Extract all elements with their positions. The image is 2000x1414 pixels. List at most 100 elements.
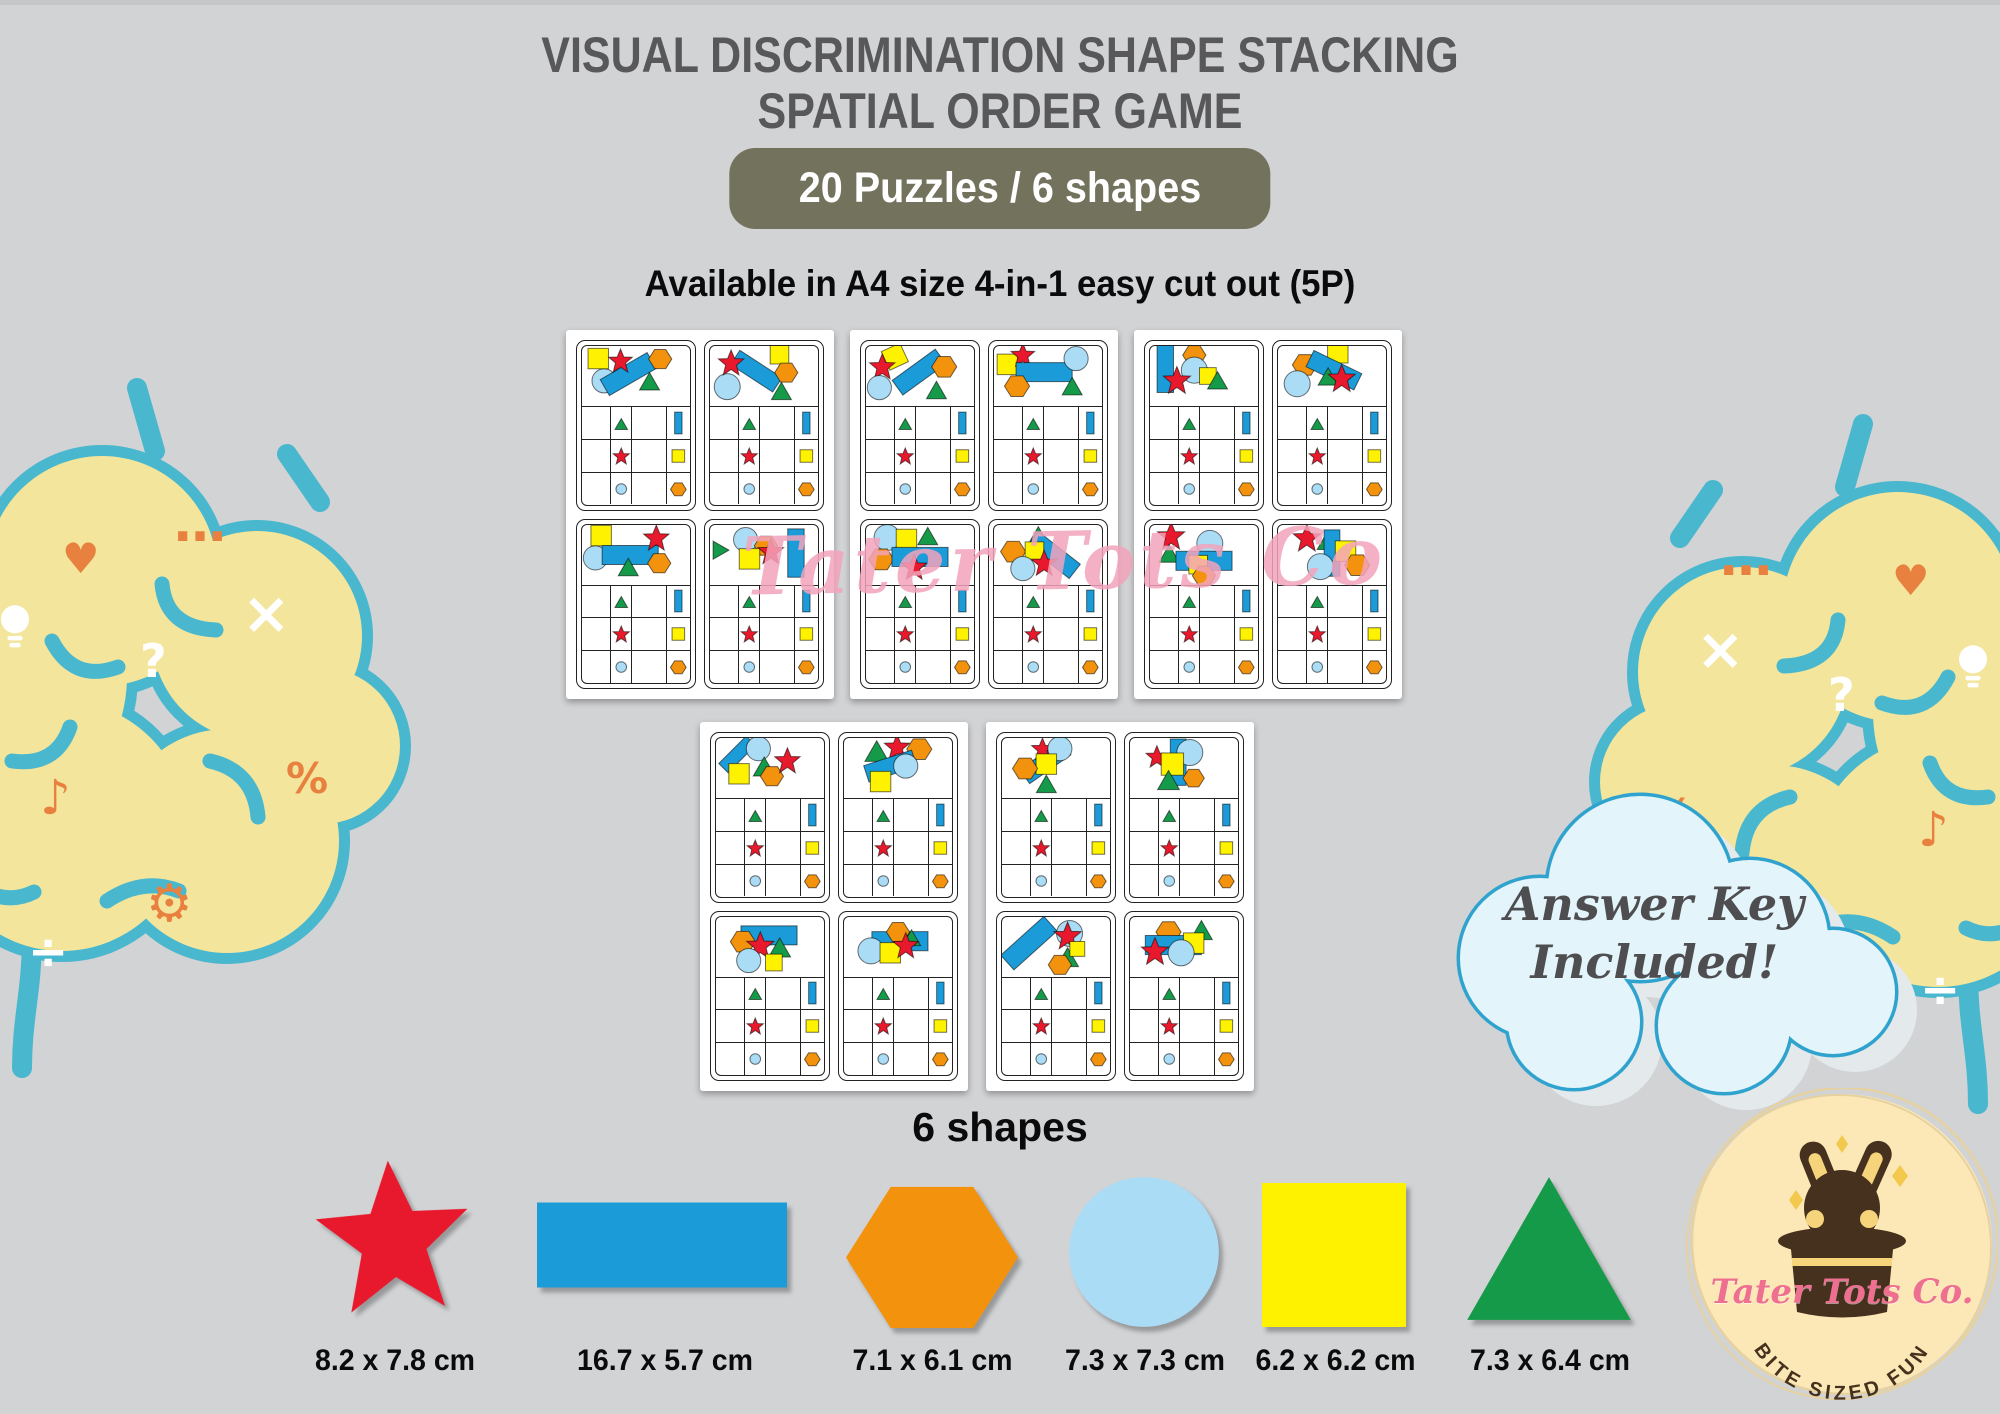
hexagon-icon: [1215, 869, 1238, 893]
grid-cell-triangle: [1157, 799, 1180, 831]
grid-cell-square: [950, 439, 974, 472]
grid-cell-empty: [1199, 651, 1234, 683]
grid-cell-empty: [1327, 618, 1362, 651]
grid-cell-empty: [582, 407, 610, 439]
grid-row: [1150, 617, 1258, 651]
vrect-icon: [1079, 589, 1102, 613]
circle-icon: [895, 477, 916, 501]
grid-row: [1002, 799, 1110, 831]
a4-puzzle-sheet: [1134, 330, 1402, 699]
grid-cell-empty: [844, 1043, 872, 1075]
grid-cell-vrect: [1234, 585, 1258, 618]
spatial-order-grid: [716, 799, 824, 897]
shape-stack-scene: [1278, 346, 1386, 407]
puzzle-card: [576, 518, 696, 689]
grid-cell-hexagon: [928, 864, 952, 897]
grid-cell-empty: [1150, 651, 1178, 683]
grid-cell-hexagon: [1234, 472, 1258, 505]
spatial-order-grid: [866, 407, 974, 505]
grid-cell-empty: [759, 472, 794, 505]
grid-cell-circle: [893, 472, 916, 505]
puzzle-card-frame: [1277, 523, 1387, 684]
star-icon: [1307, 444, 1328, 468]
grid-cell-empty: [582, 651, 610, 683]
grid-cell-square: [666, 439, 690, 472]
grid-cell-star: [743, 831, 766, 864]
triangle-icon: [1031, 981, 1052, 1005]
square-icon: [1087, 1014, 1110, 1038]
circle-icon: [739, 477, 760, 501]
grid-cell-empty: [1278, 651, 1306, 683]
puzzle-card: [1124, 732, 1244, 903]
spatial-order-grid: [582, 407, 690, 505]
shape-stack-scene: [582, 525, 690, 586]
grid-cell-hexagon: [1362, 651, 1386, 683]
grid-cell-circle: [609, 651, 632, 683]
circle-icon: [1159, 869, 1180, 893]
puzzle-card: [1124, 910, 1244, 1081]
puzzle-card-frame: [843, 737, 953, 898]
hexagon-icon: [1215, 1047, 1238, 1071]
puzzle-card-frame: [715, 915, 825, 1076]
vrect-icon: [667, 411, 690, 435]
grid-cell-star: [1157, 831, 1180, 864]
grid-cell-circle: [1305, 651, 1328, 683]
grid-cell-vrect: [950, 407, 974, 439]
grid-cell-hexagon: [666, 651, 690, 683]
spatial-order-grid: [1130, 977, 1238, 1076]
grid-cell-empty: [1051, 977, 1086, 1010]
grid-cell-vrect: [928, 977, 952, 1010]
square-icon: [1079, 622, 1102, 646]
grid-cell-triangle: [1305, 585, 1328, 618]
grid-cell-square: [1234, 439, 1258, 472]
spatial-order-grid: [866, 585, 974, 684]
puzzle-card-frame: [1277, 345, 1387, 506]
vrect-icon: [1235, 411, 1258, 435]
divide-icon: ÷: [1920, 962, 1961, 1018]
triangle-size-label: 7.3 x 6.4 cm: [1469, 1344, 1631, 1377]
grid-cell-star: [1305, 618, 1328, 651]
grid-cell-empty: [710, 407, 738, 439]
circle-icon: [1159, 1047, 1180, 1071]
gear-icon: ⚙: [146, 874, 193, 934]
grid-cell-circle: [737, 651, 760, 683]
grid-cell-empty: [1002, 799, 1030, 831]
grid-cell-triangle: [609, 585, 632, 618]
circle-icon: [611, 477, 632, 501]
hexagon-icon: [1235, 477, 1258, 501]
grid-cell-empty: [1278, 618, 1306, 650]
grid-cell-circle: [743, 1043, 766, 1075]
vrect-icon: [795, 411, 818, 435]
grid-cell-vrect: [800, 977, 824, 1010]
puzzle-card: [988, 340, 1108, 511]
shape-stack-scene: [994, 346, 1102, 407]
spatial-order-grid: [844, 977, 952, 1076]
spatial-order-grid: [1278, 407, 1386, 505]
grid-cell-empty: [994, 618, 1022, 650]
puzzle-card: [1272, 518, 1392, 689]
cross-icon: ×: [242, 579, 291, 647]
grid-cell-circle: [743, 864, 766, 897]
star-icon: [611, 622, 632, 646]
answer-key-line2: Included!: [1530, 934, 1779, 989]
hexagon-size-label: 7.1 x 6.1 cm: [852, 1344, 1013, 1377]
grid-cell-hexagon: [1086, 864, 1110, 897]
grid-cell-square: [666, 618, 690, 651]
hexagon-icon: [795, 477, 818, 501]
grid-row: [844, 1009, 952, 1043]
grid-row: [1002, 863, 1110, 897]
puzzle-card-frame: [715, 737, 825, 898]
grid-cell-empty: [844, 799, 872, 831]
grid-cell-empty: [1130, 1043, 1158, 1075]
triangle-icon: [1307, 411, 1328, 435]
grid-row: [716, 1009, 824, 1043]
grid-cell-empty: [1150, 618, 1178, 650]
vrect-icon: [1079, 411, 1102, 435]
spatial-order-grid: [994, 585, 1102, 684]
grid-cell-empty: [1327, 472, 1362, 505]
grid-cell-square: [1078, 439, 1102, 472]
grid-row: [994, 438, 1102, 472]
vrect-icon: [951, 411, 974, 435]
badge-label: 20 Puzzles / 6 shapes: [798, 164, 1202, 212]
vrect-icon: [1363, 411, 1386, 435]
